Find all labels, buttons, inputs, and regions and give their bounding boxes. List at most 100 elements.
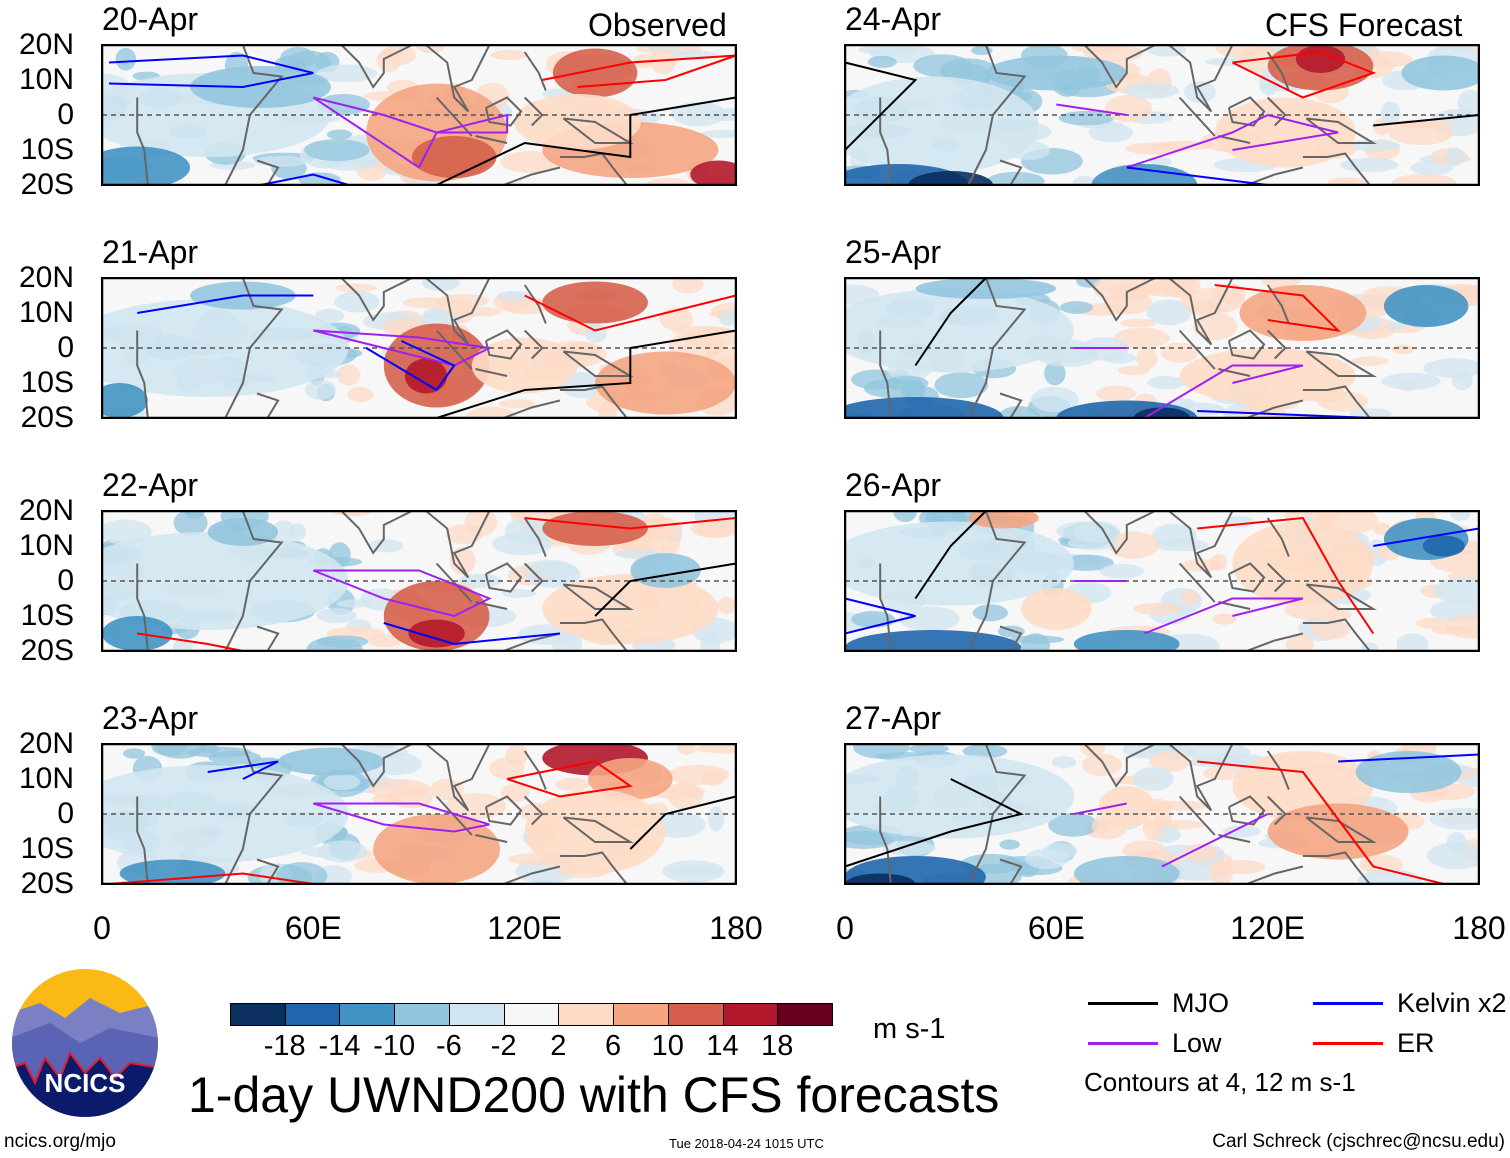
colorbar-label: -6 [436, 1030, 462, 1062]
legend-line-kelvin [1313, 1002, 1383, 1005]
coastline [1266, 329, 1287, 360]
field-patch [853, 743, 910, 759]
field-patch [1091, 816, 1110, 835]
kel-contour [137, 294, 314, 314]
lat-tick-label: 20S [20, 867, 74, 900]
coastline [559, 618, 628, 652]
field-patch [696, 519, 737, 538]
field-patch [1132, 766, 1174, 791]
lon-tick-label: 180 [1452, 910, 1506, 946]
field-patch [1092, 277, 1154, 303]
coastline [475, 368, 508, 377]
field-blob [404, 358, 448, 394]
field-blob [844, 754, 1074, 839]
field-blob [542, 511, 648, 546]
colorbar-swatch [503, 1003, 560, 1026]
field-patch [336, 364, 361, 386]
field-patch [1151, 523, 1197, 547]
field-blob [101, 765, 349, 863]
er-contour [524, 294, 737, 332]
coastline [503, 632, 561, 652]
panel-date-title: 22-Apr [102, 467, 199, 503]
mjo-contour [914, 510, 987, 600]
colorbar-swatch [284, 1003, 341, 1026]
field-patch [650, 48, 677, 75]
field-blob [514, 94, 641, 150]
coastline [999, 392, 1023, 419]
coastline [256, 159, 280, 186]
lat-tick-label: 0 [57, 564, 74, 597]
coastline [425, 743, 491, 812]
coastline [1305, 583, 1377, 610]
coastline [559, 851, 628, 885]
lat-tick-label: 0 [57, 98, 74, 131]
coastline [435, 96, 473, 137]
field-patch [304, 379, 337, 400]
lat-tick-label: 20N [18, 727, 74, 760]
lat-tick-label: 10S [20, 832, 74, 865]
lat-tick-label: 10S [20, 366, 74, 399]
colorbar-swatch [613, 1003, 669, 1026]
field-patch [368, 539, 404, 553]
low-contour [1144, 597, 1304, 635]
coastline [523, 517, 547, 557]
panel-date-title: 21-Apr [102, 234, 199, 270]
low-contour [1161, 813, 1269, 868]
cfs-forecast-label: CFS Forecast [1265, 7, 1463, 43]
lat-tick-label: 0 [57, 797, 74, 830]
legend-line-low [1088, 1042, 1158, 1045]
footer-timestamp: Tue 2018-04-24 1015 UTC [669, 1136, 824, 1151]
field-patch [1212, 613, 1237, 625]
mjo-contour [844, 778, 1024, 868]
field-patch [1020, 633, 1051, 652]
field-patch [1133, 602, 1182, 615]
field-patch [276, 862, 328, 885]
coastline [562, 583, 634, 610]
field-blob [1355, 751, 1462, 793]
field-blob [844, 76, 1039, 175]
colorbar-label: -2 [490, 1030, 517, 1062]
field-patch [1391, 344, 1414, 355]
colorbar-swatch [394, 1003, 450, 1026]
field-blob [1383, 285, 1469, 327]
field-patch [667, 764, 730, 786]
field-blob [1073, 856, 1180, 885]
map-panel [844, 743, 1480, 885]
low-contour [313, 802, 490, 833]
field-patch [1423, 358, 1480, 379]
field-blob [968, 510, 1039, 529]
er-contour [1197, 516, 1375, 635]
kel-contour [1126, 166, 1268, 186]
coastline [1083, 743, 1156, 788]
footer-url[interactable]: ncics.org/mjo [4, 1131, 116, 1152]
field-patch [882, 840, 936, 856]
coastline [224, 44, 284, 186]
field-patch [123, 748, 146, 759]
field-patch [335, 283, 378, 293]
field-patch [490, 49, 528, 61]
field-blob [278, 747, 384, 776]
field-blob [1267, 803, 1409, 860]
coastline [967, 510, 1027, 652]
field-patch [334, 291, 380, 313]
coastline [340, 277, 413, 322]
field-patch [323, 773, 361, 791]
coastline [484, 562, 523, 593]
field-patch [1426, 842, 1480, 870]
logo-text: NCICS [45, 1068, 126, 1098]
colorbar-swatch [558, 1003, 615, 1026]
lat-tick-label: 10N [18, 529, 74, 562]
field-blob [844, 521, 1074, 606]
er-contour [524, 517, 737, 530]
field-blob [844, 288, 1074, 373]
field-patch [445, 524, 484, 544]
coastline [256, 392, 280, 419]
lat-tick-label: 20N [18, 494, 74, 527]
field-blob [1232, 521, 1374, 606]
coastline [340, 510, 413, 555]
field-blob [207, 518, 279, 546]
coastline [999, 625, 1023, 652]
coastline [523, 562, 544, 593]
field-patch [1099, 563, 1144, 579]
field-patch [444, 792, 507, 820]
